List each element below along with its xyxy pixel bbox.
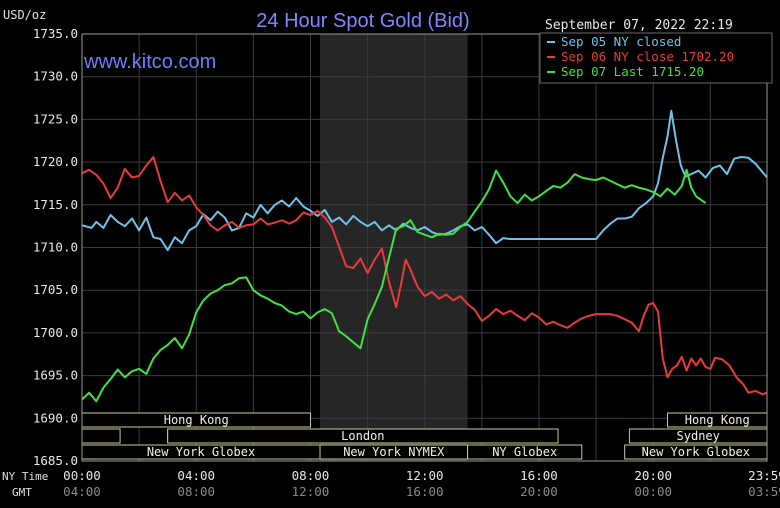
session-label: London (341, 429, 384, 443)
x-tick-label-gmt: 08:00 (177, 484, 215, 499)
series-line-1 (81, 156, 768, 396)
session-bar (167, 428, 559, 444)
session-bar (467, 444, 583, 460)
ny-time-row-label: NY Time (2, 470, 48, 483)
x-tick-label-gmt: 00:00 (634, 484, 672, 499)
y-tick-label: 1730.0 (33, 69, 78, 84)
y-tick-label: 1700.0 (33, 325, 78, 340)
series-line-2 (81, 168, 707, 403)
series-line-0 (81, 109, 768, 252)
y-tick-label: 1735.0 (33, 26, 78, 41)
x-tick-label-ny: 08:00 (292, 468, 330, 483)
kitco-watermark: www.kitco.com (83, 51, 216, 73)
grid-lines (82, 33, 767, 462)
legend-box (539, 32, 773, 84)
session-label: New York Globex (642, 445, 750, 459)
session-label: New York NYMEX (343, 445, 445, 459)
x-tick-label-gmt: 03:59 (748, 484, 780, 499)
x-tick-label-gmt: 12:00 (292, 484, 330, 499)
y-tick-label: 1715.0 (33, 197, 78, 212)
gmt-row-label: GMT (12, 486, 32, 499)
session-label: Hong Kong (685, 413, 750, 427)
x-tick-label-gmt: 20:00 (520, 484, 558, 499)
x-tick-label-gmt: 16:00 (406, 484, 444, 499)
session-bars: Hong Kong Hong Kong London Sydney New York G… (81, 412, 768, 460)
y-tick-label: 1710.0 (33, 240, 78, 255)
chart-title: 24 Hour Spot Gold (Bid) (256, 10, 469, 32)
plot-border (81, 33, 768, 462)
x-tick-label-gmt: 04:00 (63, 484, 101, 499)
session-label: New York Globex (147, 445, 255, 459)
x-tick-label-ny: 12:00 (406, 468, 444, 483)
y-tick-label: 1725.0 (33, 111, 78, 126)
x-tick-label-ny: 04:00 (177, 468, 215, 483)
x-tick-label-ny: 20:00 (634, 468, 672, 483)
session-label: Sydney (677, 429, 720, 443)
legend: Sep 05 NY closed Sep 06 NY close 1702.20… (539, 32, 773, 84)
x-tick-label-ny: 00:00 (63, 468, 101, 483)
x-tick-label-ny: 23:59 (748, 468, 780, 483)
legend-series-sep07: Sep 07 Last 1715.20 (561, 64, 704, 79)
session-bar (81, 428, 121, 444)
y-tick-label: 1695.0 (33, 368, 78, 383)
y-tick-label: 1690.0 (33, 410, 78, 425)
session-label: Hong Kong (164, 413, 229, 427)
series-layer (81, 109, 768, 403)
y-tick-labels: 1735.0 1730.0 1725.0 1720.0 1715.0 1710.0 1705… (33, 26, 78, 468)
y-axis-label: USD/oz (3, 8, 46, 22)
chart-timestamp: September 07, 2022 22:19 (545, 18, 733, 33)
x-tick-labels: 00:0004:0004:0008:0008:0012:0012:0016:00… (63, 468, 780, 499)
legend-series-sep05: Sep 05 NY closed (561, 34, 681, 49)
y-tick-label: 1685.0 (33, 453, 78, 468)
session-label: NY Globex (492, 445, 557, 459)
y-tick-label: 1720.0 (33, 154, 78, 169)
legend-series-sep06: Sep 06 NY close 1702.20 (561, 49, 734, 64)
y-tick-label: 1705.0 (33, 282, 78, 297)
x-tick-label-ny: 16:00 (520, 468, 558, 483)
